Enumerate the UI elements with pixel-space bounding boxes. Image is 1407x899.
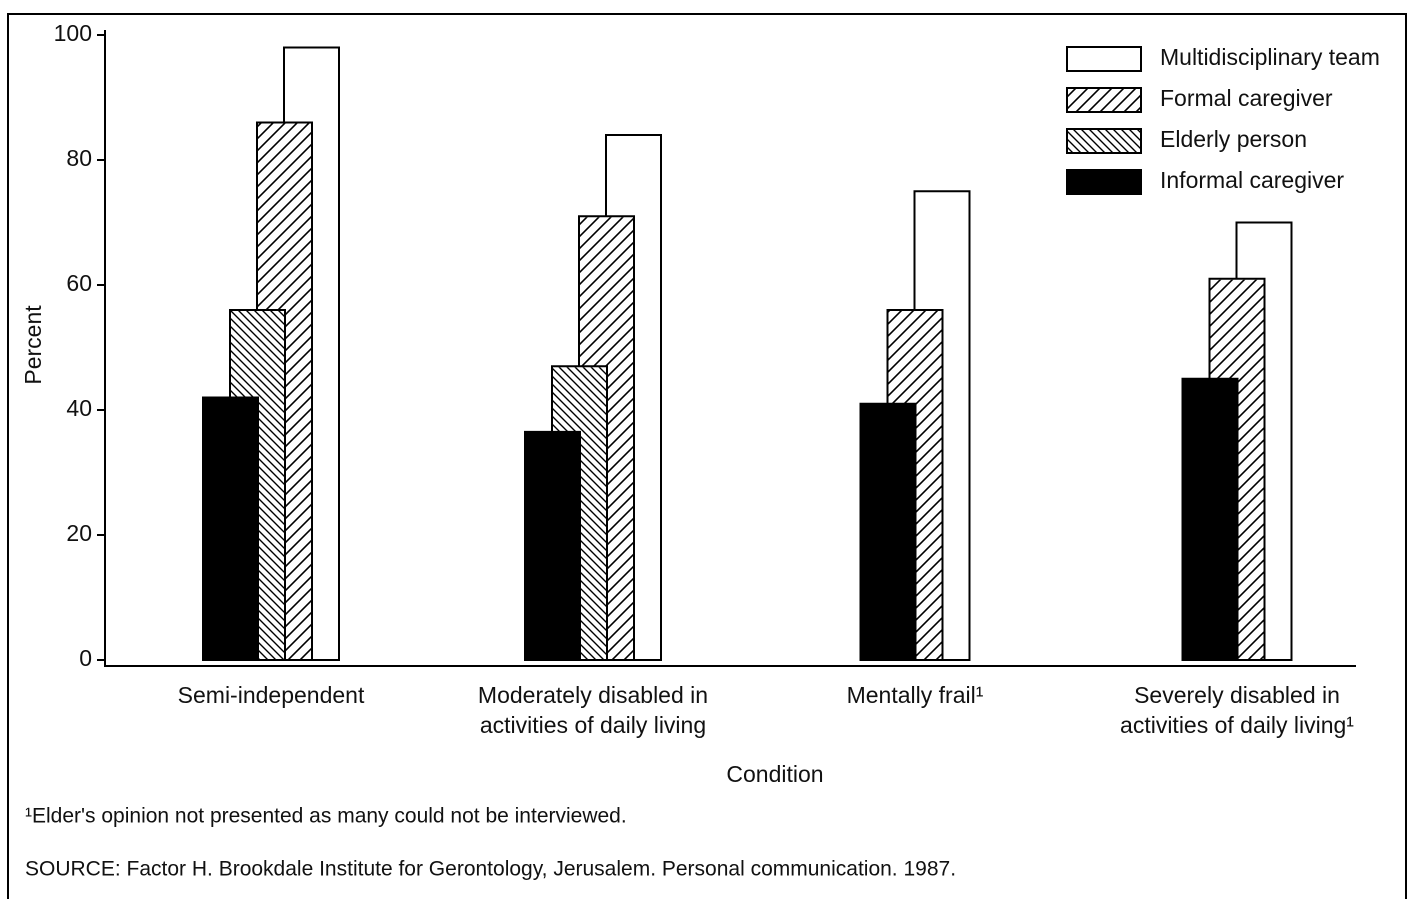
- legend-swatch: [1066, 46, 1142, 72]
- legend-hatch: [1068, 89, 1140, 111]
- source: SOURCE: Factor H. Brookdale Institute fo…: [25, 858, 956, 881]
- legend-label: Elderly person: [1160, 126, 1307, 152]
- legend-label: Informal caregiver: [1160, 167, 1344, 193]
- y-tick-label: 40: [66, 395, 92, 421]
- bar: [202, 396, 259, 661]
- x-tick-label: Moderately disabled in activities of dai…: [477, 682, 709, 738]
- footnote: ¹Elder's opinion not presented as many c…: [25, 805, 627, 828]
- y-tick-label: 100: [54, 20, 92, 46]
- y-axis-label: Percent: [20, 305, 46, 385]
- y-tick-label: 0: [79, 645, 92, 671]
- frame: [7, 13, 1407, 899]
- x-tick-label: Mentally frail¹: [846, 682, 984, 708]
- x-tick-label: Semi-independent: [177, 682, 365, 708]
- bar: [1181, 377, 1239, 661]
- legend-swatch: [1066, 169, 1142, 195]
- y-tick-label: 60: [66, 270, 92, 296]
- x-axis-label: Condition: [726, 761, 823, 787]
- legend-hatch: [1068, 130, 1140, 152]
- legend-label: Multidisciplinary team: [1160, 44, 1380, 70]
- bar: [524, 430, 581, 661]
- bar: [859, 402, 917, 661]
- y-tick-label: 20: [66, 520, 92, 546]
- y-tick-label: 80: [66, 145, 92, 171]
- x-tick-label: Severely disabled in activities of daily…: [1120, 682, 1354, 738]
- legend-label: Formal caregiver: [1160, 85, 1333, 111]
